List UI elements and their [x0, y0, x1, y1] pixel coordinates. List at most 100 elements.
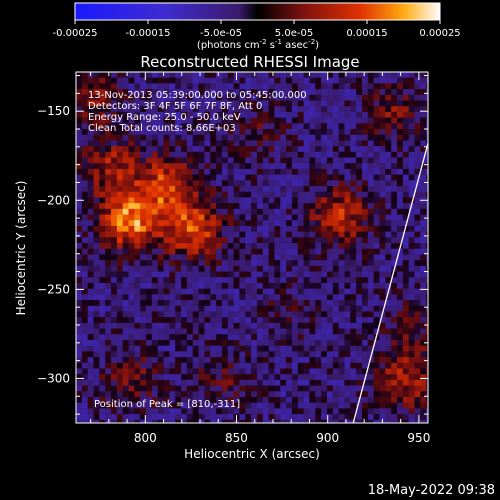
image-pixel: [361, 271, 369, 278]
image-pixel: [198, 72, 205, 79]
image-pixel: [414, 260, 421, 267]
image-pixel: [385, 391, 392, 398]
image-pixel: [426, 328, 428, 335]
image-pixel: [169, 72, 176, 79]
image-pixel: [157, 265, 165, 273]
image-pixel: [221, 89, 229, 96]
image-pixel: [326, 311, 334, 318]
image-pixel: [134, 180, 141, 187]
image-pixel: [221, 186, 229, 193]
image-pixel: [134, 271, 141, 278]
image-pixel: [134, 260, 141, 267]
image-pixel: [315, 271, 322, 278]
image-pixel: [210, 237, 217, 244]
image-pixel: [256, 282, 264, 290]
image-pixel: [367, 300, 375, 307]
image-pixel: [175, 368, 182, 375]
image-pixel: [204, 129, 211, 136]
image-pixel: [216, 243, 223, 250]
image-pixel: [326, 129, 334, 136]
image-pixel: [216, 134, 223, 142]
image-pixel: [262, 140, 270, 147]
image-pixel: [245, 277, 252, 284]
image-pixel: [344, 317, 351, 324]
image-pixel: [414, 357, 421, 364]
image-pixel: [111, 117, 118, 124]
image-pixel: [332, 146, 340, 153]
image-pixel: [361, 231, 369, 238]
image-pixel: [414, 163, 421, 170]
image-pixel: [414, 385, 421, 392]
image-pixel: [151, 351, 159, 358]
image-pixel: [280, 106, 287, 113]
image-pixel: [379, 334, 386, 341]
image-pixel: [420, 111, 427, 119]
image-pixel: [338, 186, 346, 193]
image-pixel: [309, 351, 316, 358]
image-pixel: [361, 300, 369, 307]
image-pixel: [321, 123, 328, 130]
image-pixel: [99, 151, 106, 159]
image-pixel: [414, 129, 421, 136]
image-pixel: [344, 191, 351, 199]
image-pixel: [128, 100, 135, 107]
image-pixel: [286, 374, 293, 381]
image-pixel: [233, 357, 241, 364]
image-pixel: [268, 157, 276, 164]
image-pixel: [99, 254, 106, 261]
image-pixel: [245, 396, 252, 404]
image-pixel: [274, 203, 281, 210]
image-pixel: [81, 277, 89, 284]
image-pixel: [210, 123, 217, 130]
image-pixel: [227, 163, 235, 170]
image-pixel: [151, 362, 159, 370]
image-pixel: [332, 208, 340, 216]
image-pixel: [426, 368, 428, 375]
image-pixel: [332, 328, 340, 335]
image-pixel: [280, 100, 287, 107]
image-pixel: [297, 334, 305, 341]
image-pixel: [326, 117, 334, 124]
image-pixel: [192, 339, 200, 347]
image-pixel: [286, 168, 293, 176]
image-pixel: [286, 237, 293, 244]
image-pixel: [140, 134, 147, 142]
image-pixel: [81, 282, 89, 290]
image-pixel: [186, 83, 194, 90]
image-pixel: [140, 111, 147, 119]
image-pixel: [256, 231, 264, 238]
image-pixel: [402, 391, 410, 398]
image-pixel: [344, 282, 351, 290]
image-pixel: [122, 334, 130, 341]
image-pixel: [140, 339, 147, 347]
image-pixel: [93, 106, 100, 113]
image-pixel: [303, 402, 311, 409]
image-pixel: [210, 396, 217, 404]
image-pixel: [326, 288, 334, 295]
annotation-energy: Energy Range: 25.0 - 50.0 keV: [88, 112, 241, 123]
image-pixel: [321, 168, 328, 176]
image-pixel: [338, 89, 346, 96]
image-pixel: [99, 379, 106, 387]
image-pixel: [116, 123, 124, 130]
image-pixel: [326, 77, 334, 85]
image-pixel: [175, 328, 182, 335]
annotation-block: 13-Nov-2013 05:39:00.000 to 05:45:00.000…: [88, 90, 307, 134]
image-pixel: [379, 379, 386, 387]
image-pixel: [297, 339, 305, 347]
image-pixel: [122, 174, 130, 181]
image-pixel: [181, 186, 188, 193]
image-pixel: [256, 271, 264, 278]
image-pixel: [210, 391, 217, 398]
image-pixel: [297, 117, 305, 124]
image-pixel: [245, 134, 252, 142]
image-pixel: [256, 402, 264, 409]
image-pixel: [309, 237, 316, 244]
image-pixel: [280, 254, 287, 261]
image-pixel: [233, 77, 241, 85]
image-pixel: [408, 168, 416, 176]
image-pixel: [128, 260, 135, 267]
image-pixel: [297, 402, 305, 409]
image-pixel: [245, 385, 252, 392]
image-pixel: [350, 334, 357, 341]
